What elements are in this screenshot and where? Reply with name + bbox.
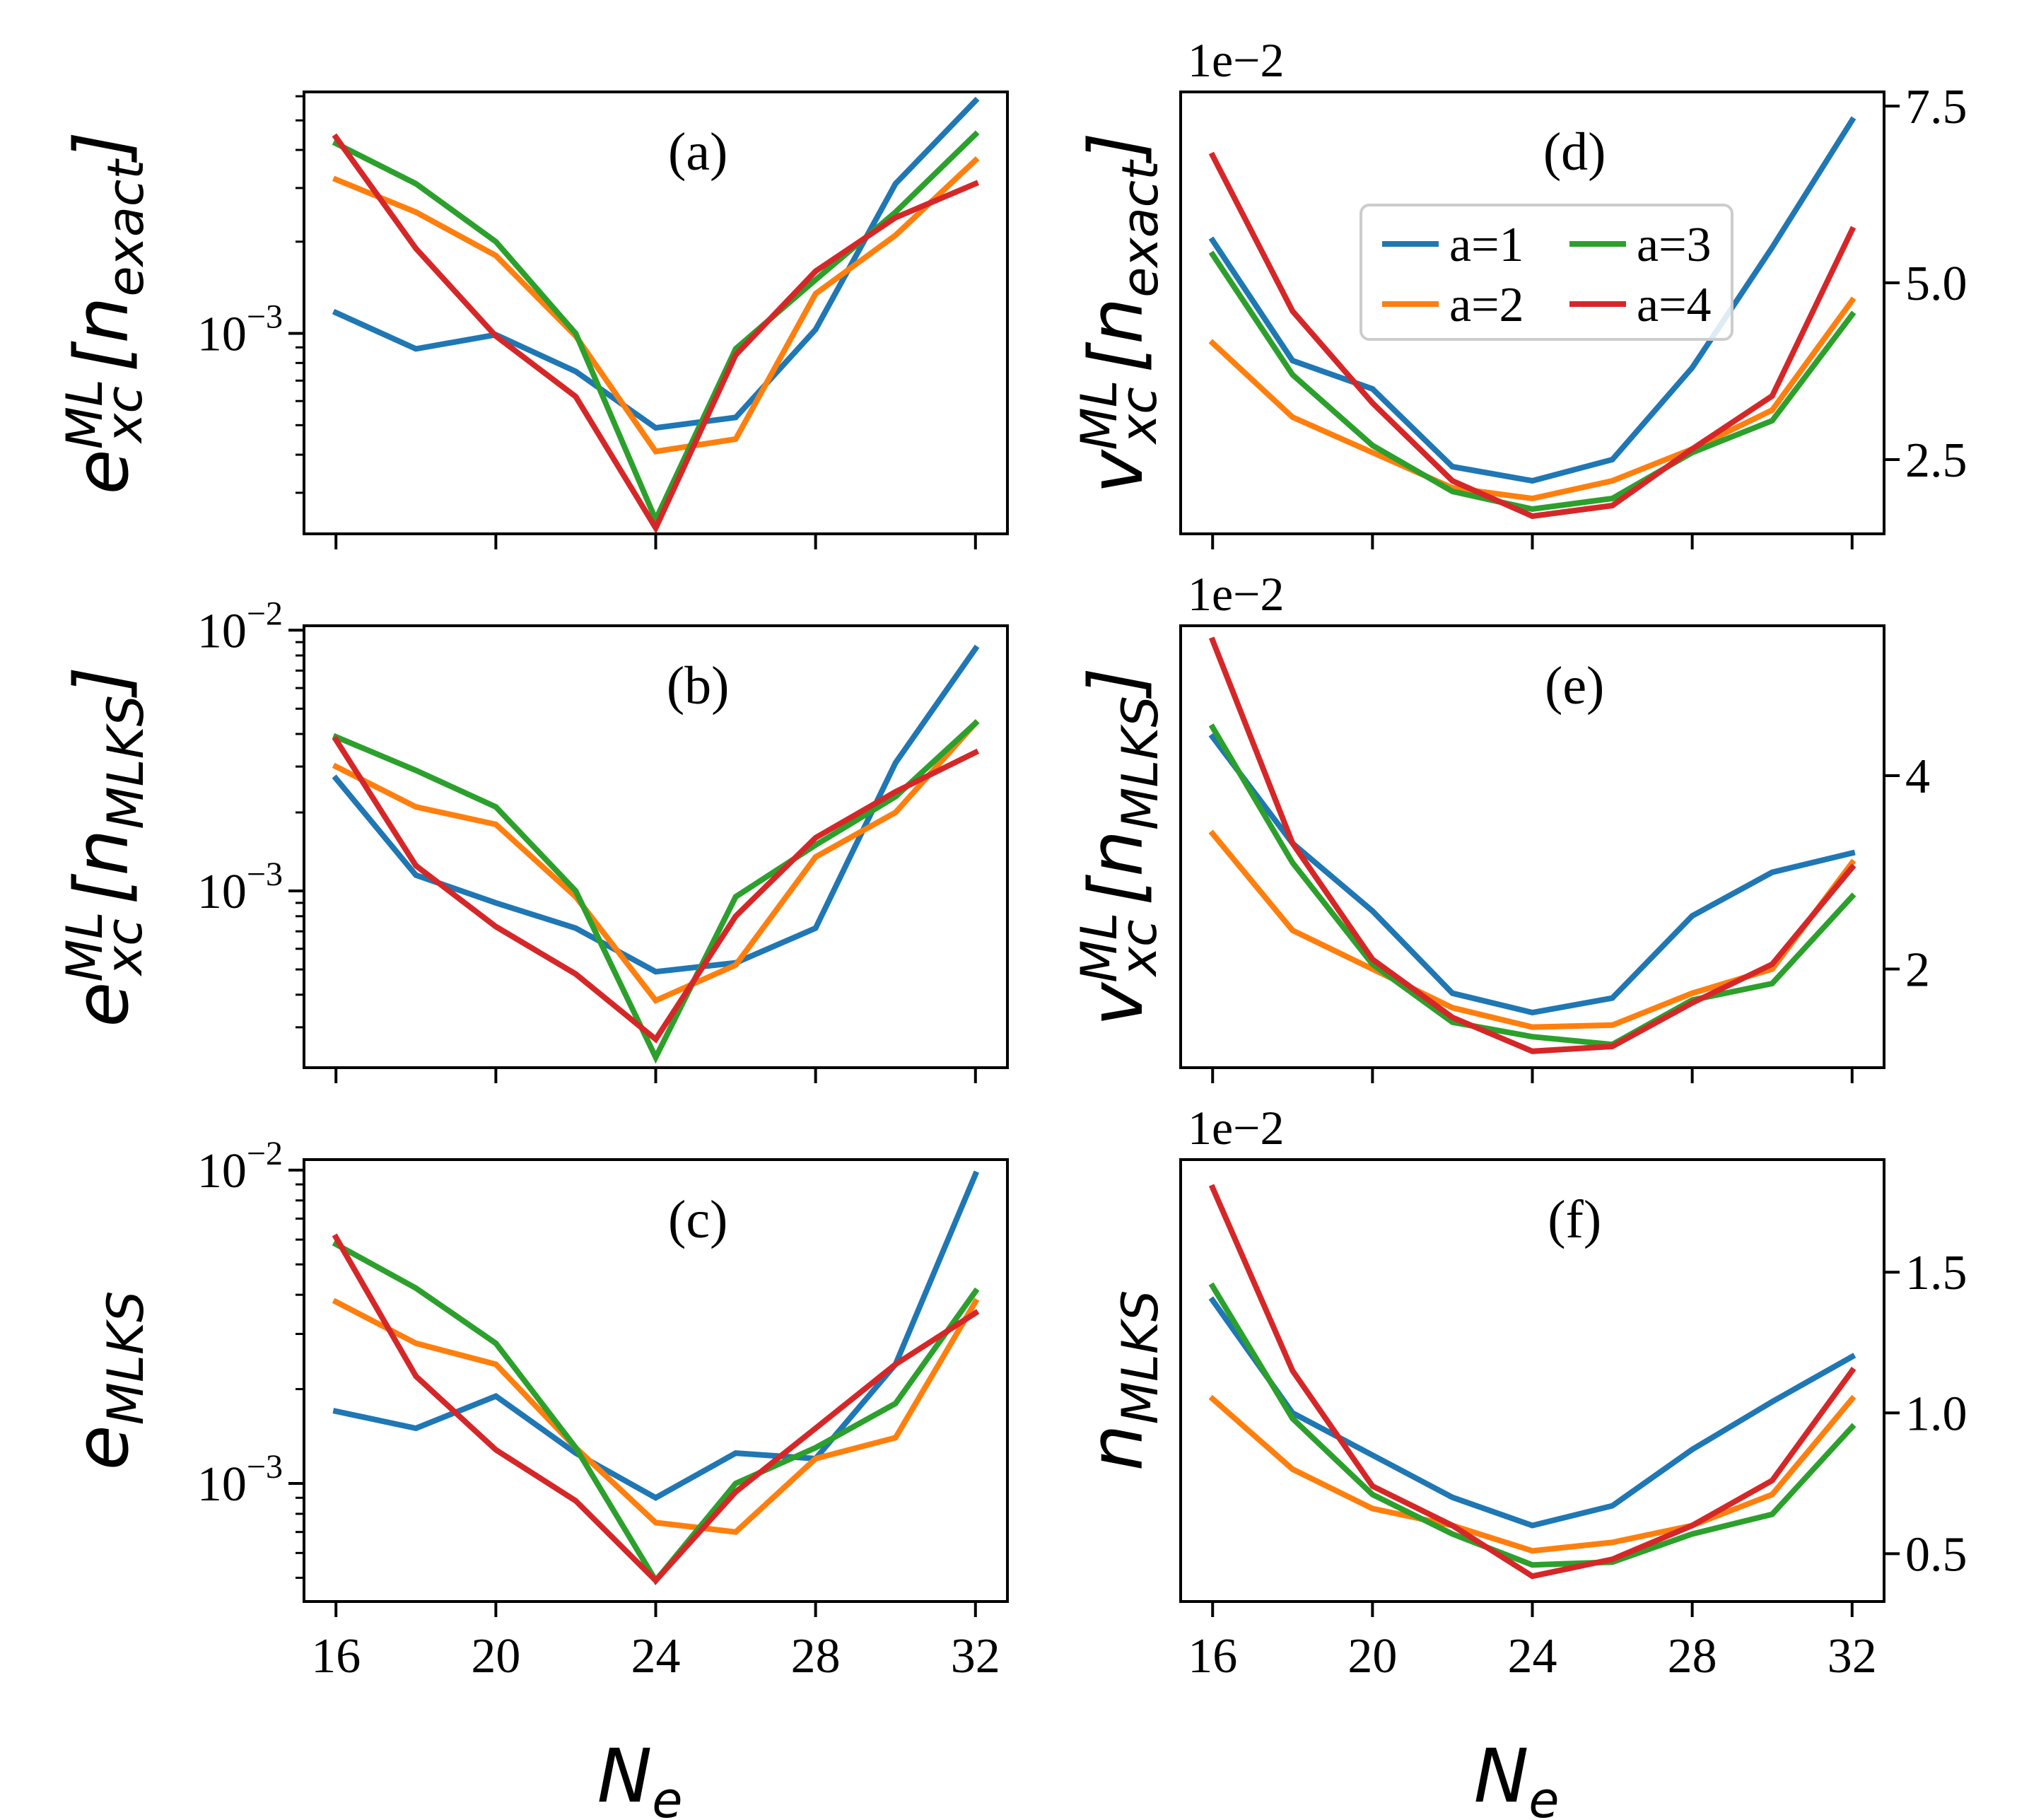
x-tick-label-c-16: 16 [311,1629,361,1684]
legend-label-a=3: a=3 [1637,218,1712,272]
panel-tag-d: (d) [1543,122,1606,182]
y-tick-label-c-1: 10−2 [197,1135,283,1198]
y-axis-label-e: vMLxc[nMLKS] [1070,667,1169,1027]
x-tick-label-f-32: 32 [1828,1629,1877,1684]
x-axis-label-right: Ne [1474,1733,1560,1820]
series-line-c-a=4 [332,1233,980,1585]
x-tick-label-c-24: 24 [631,1629,681,1684]
panel-a: 10−3 (a) eMLxc[nexact] [56,91,1009,549]
series-line-c-a=2 [332,1297,980,1535]
series-line-b-a=3 [332,719,980,1064]
x-tick-label-c-20: 20 [471,1629,520,1684]
y-tick-label-c-0: 10−3 [197,1448,283,1512]
y-tick-label-d-1: 5.0 [1905,257,1967,311]
y-tick-label-f-1: 1.0 [1905,1387,1967,1441]
panel-tag-f: (f) [1548,1190,1601,1249]
offset-text-e: 1e−2 [1188,567,1285,621]
series-line-a-a=4 [332,133,980,534]
series-line-d-a=1 [1208,116,1856,484]
series-line-d-a=2 [1208,296,1856,502]
panels: 10−3 (a) eMLxc[nexact] 10−3 10−2 (b) eMLxc[nML… [56,33,1967,1684]
series-line-b-a=4 [332,735,980,1044]
legend-label-a=4: a=4 [1637,278,1712,332]
y-axis-label-d: vMLxc[nexact] [1070,132,1169,494]
y-tick-label-e-1: 4 [1905,749,1930,804]
panel-f: 16 20 24 28 32 0.5 1.0 1.5 1e−2 (f) nMLKS [1073,1101,1967,1684]
series-line-f-a=2 [1208,1394,1856,1554]
y-tick-label-f-2: 1.5 [1905,1246,1967,1300]
y-axis-label-c: eMLKS [59,1291,155,1471]
panel-tag-c: (c) [668,1190,727,1249]
y-tick-label-d-0: 2.5 [1905,433,1967,488]
panel-c: 16 20 24 28 32 10−3 10−2 (c) eMLKS [59,1135,1009,1684]
y-tick-label-d-2: 7.5 [1905,80,1967,134]
series-line-f-a=4 [1208,1184,1856,1580]
plot-frame-a [303,91,1009,535]
plot-frame-f [1179,1158,1885,1603]
y-tick-label-f-0: 0.5 [1905,1527,1967,1582]
panel-d: 2.5 5.0 7.5 1e−2 (d) vMLxc[nexact] [1070,33,1967,549]
x-axis-label-left: Ne [597,1733,683,1820]
y-tick-label-e-0: 2 [1905,943,1930,998]
legend-box [1360,204,1733,341]
x-tick-label-f-24: 24 [1508,1629,1557,1684]
y-tick-label-a-0: 10−3 [197,298,283,362]
panel-b: 10−3 10−2 (b) eMLxc[nMLKS] [56,595,1009,1083]
panel-e: 2 4 1e−2 (e) vMLxc[nMLKS] [1070,567,1930,1083]
plot-frame-e [1179,624,1885,1069]
series-line-c-a=1 [332,1170,980,1501]
x-tick-label-f-16: 16 [1188,1629,1237,1684]
panel-tag-e: (e) [1545,656,1604,716]
y-tick-label-b-0: 10−3 [197,856,283,919]
y-axis-label-b: eMLxc[nMLKS] [56,666,155,1027]
series-line-a-a=2 [332,156,980,455]
plot-frame-d [1179,91,1885,535]
legend-label-a=1: a=1 [1449,218,1524,272]
series-line-f-a=3 [1208,1282,1856,1568]
y-axis-label-a: eMLxc[nexact] [56,132,155,495]
series-line-e-a=1 [1208,733,1856,1016]
y-tick-label-b-1: 10−2 [197,595,283,658]
panel-tag-a: (a) [668,122,727,182]
legend-label-a=2: a=2 [1449,278,1524,332]
series-line-d-a=4 [1208,151,1856,520]
x-tick-label-c-28: 28 [791,1629,841,1684]
plot-frame-c [303,1158,1009,1603]
y-axis-label-f: nMLKS [1073,1290,1169,1471]
series-line-e-a=3 [1208,723,1856,1048]
series-line-d-a=3 [1208,250,1856,513]
offset-text-d: 1e−2 [1188,33,1285,87]
series-line-e-a=4 [1209,636,1856,1054]
panel-tag-b: (b) [667,656,730,716]
x-tick-label-f-28: 28 [1668,1629,1717,1684]
series-line-b-a=2 [332,719,980,1004]
x-tick-label-c-32: 32 [951,1629,1000,1684]
plot-frame-b [303,624,1009,1069]
legend: a=1 a=2 a=3 a=4 [1360,204,1733,341]
series-line-f-a=1 [1208,1296,1856,1529]
offset-text-f: 1e−2 [1188,1101,1285,1155]
x-tick-label-f-20: 20 [1347,1629,1397,1684]
